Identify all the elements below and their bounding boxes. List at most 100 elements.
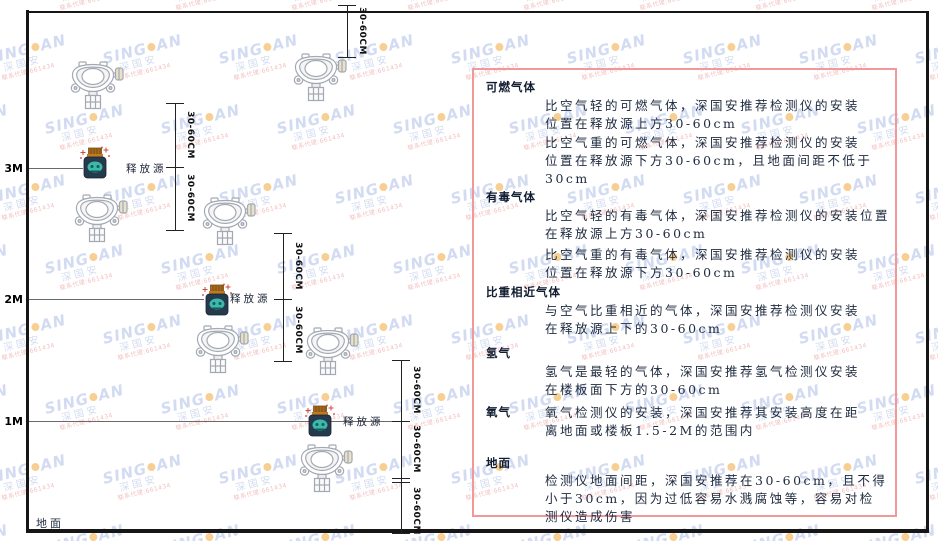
brand-dot-icon	[320, 392, 331, 402]
dimension-tick	[338, 57, 356, 58]
dimension-tick	[392, 478, 410, 479]
brand-dot-icon	[204, 532, 215, 541]
ground-label: 地面	[36, 517, 64, 530]
brand-dot-icon	[436, 392, 447, 402]
panel-text-line: 测仪造成伤害	[545, 509, 636, 524]
dimension-tick	[392, 482, 410, 483]
brand-dot-icon	[146, 182, 157, 192]
brand-dot-icon	[204, 112, 215, 122]
panel-text-line: 氧气检测仪的安装，深国安推荐其安装高度在距	[545, 405, 861, 420]
panel-paragraph: 氢气是最轻的气体，深国安推荐氢气检测仪安装 在楼板面下方的30-60cm	[545, 363, 890, 399]
brand-dot-icon	[30, 322, 41, 332]
brand-dot-icon	[436, 112, 447, 122]
brand-dot-icon	[900, 112, 911, 122]
brand-dot-icon	[88, 112, 99, 122]
brand-dot-icon	[900, 532, 911, 541]
brand-dot-icon	[262, 322, 273, 332]
dimension-label: 30-60CM	[293, 306, 303, 354]
brand-dot-icon	[30, 462, 41, 472]
panel-text-line: 比空气重的可燃气体，深国安推荐检测仪的安装	[545, 135, 861, 150]
dimension-label: 30-60CM	[185, 111, 195, 159]
dimension-tick	[166, 103, 184, 104]
height-label-3m: 3M	[4, 162, 23, 175]
dimension-tick	[392, 421, 410, 422]
brand-dot-icon	[320, 252, 331, 262]
ref-line-1m	[29, 421, 401, 422]
brand-dot-icon	[494, 42, 505, 52]
dimension-label: 30-60CM	[293, 242, 303, 290]
panel-text-line: 比空气轻的有毒气体，深国安推荐检测仪的安装位置	[545, 208, 891, 223]
brand-dot-icon	[146, 322, 157, 332]
dimension-line	[283, 233, 284, 361]
ref-line-2m	[29, 299, 204, 300]
brand-dot-icon	[262, 182, 273, 192]
brand-dot-icon	[378, 42, 389, 52]
panel-paragraph: 与空气比重相近的气体，深国安推荐检测仪安装 在释放源上下的30-60cm	[545, 302, 890, 338]
brand-dot-icon	[88, 252, 99, 262]
panel-text-line: 比空气轻的可燃气体，深国安推荐检测仪的安装	[545, 98, 861, 113]
panel-text-line: 位置在释放源下方30-60cm，且地面间距不低于	[545, 153, 873, 168]
ground-line	[26, 529, 929, 533]
dimension-tick	[392, 533, 410, 534]
brand-dot-icon	[436, 532, 447, 541]
panel-paragraph: 比空气重的可燃气体，深国安推荐检测仪的安装 位置在释放源下方30-60cm，且地面…	[545, 134, 890, 188]
brand-dot-icon	[146, 42, 157, 52]
brand-dot-icon	[552, 532, 563, 541]
release-source-label: 释放源	[126, 163, 167, 175]
brand-dot-icon	[30, 42, 41, 52]
panel-section-heading: 有毒气体	[486, 190, 536, 204]
dimension-tick	[338, 5, 356, 6]
height-label-1m: 1M	[4, 415, 23, 428]
brand-dot-icon	[262, 42, 273, 52]
panel-section-heading: 氢气	[486, 346, 511, 360]
panel-text-line: 检测仪地面间距，深国安推荐在30-60cm，且不得	[545, 473, 888, 488]
dimension-tick	[392, 360, 410, 361]
gas-detector-icon	[305, 327, 359, 376]
dimension-label: 30-60CM	[357, 7, 367, 55]
wall-right	[926, 11, 929, 533]
brand-dot-icon	[436, 252, 447, 262]
panel-section-heading: 可燃气体	[486, 80, 536, 94]
dimension-label: 30-60CM	[411, 366, 421, 414]
release-source-icon	[305, 404, 335, 437]
panel-section-heading: 比重相近气体	[486, 285, 561, 299]
dimension-tick	[274, 361, 292, 362]
brand-dot-icon	[204, 252, 215, 262]
brand-dot-icon	[88, 392, 99, 402]
panel-paragraph: 比空气轻的可燃气体，深国安推荐检测仪的安装 位置在释放源上方30-60cm	[545, 97, 890, 133]
panel-paragraph: 比空气重的有毒气体，深国安推荐检测仪的安装 位置在释放源下方30-60cm	[545, 246, 890, 282]
release-source-label: 释放源	[343, 416, 384, 428]
brand-dot-icon	[204, 392, 215, 402]
brand-dot-icon	[378, 462, 389, 472]
panel-text-line: 在楼板面下方的30-60cm	[545, 382, 723, 397]
dimension-label: 30-60CM	[411, 425, 421, 473]
release-source-icon	[202, 283, 232, 316]
release-source-label: 释放源	[230, 293, 271, 305]
dimension-line	[175, 103, 176, 230]
dimension-tick	[166, 167, 184, 168]
panel-paragraph: 比空气轻的有毒气体，深国安推荐检测仪的安装位置 在释放源上方30-60cm	[545, 207, 890, 243]
gas-detector-icon	[70, 61, 124, 110]
brand-dot-icon	[842, 42, 853, 52]
gas-detector-icon	[299, 444, 353, 493]
brand-dot-icon	[320, 532, 331, 541]
dimension-line	[347, 5, 348, 57]
ceiling-line	[26, 11, 929, 13]
wall-left	[26, 10, 29, 533]
panel-section-heading: 氧气	[486, 405, 511, 419]
